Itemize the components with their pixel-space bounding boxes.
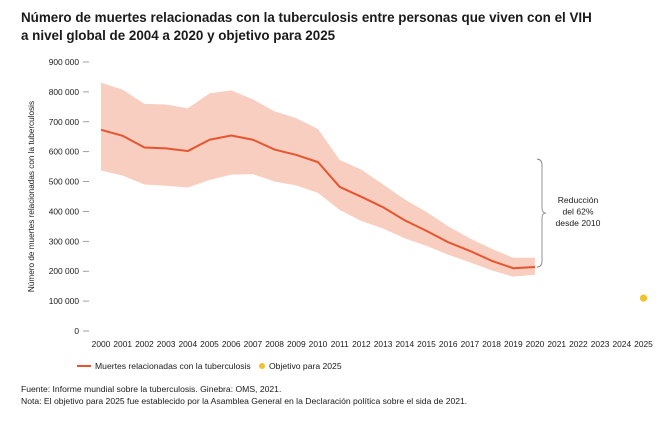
- x-tick-label: 2009: [287, 339, 306, 349]
- x-tick-label: 2017: [461, 339, 480, 349]
- axis-layer: 0 100 000 200 000 300 000 400 000 500 000 600 …: [27, 57, 653, 349]
- y-tick-label: 100 000: [49, 296, 80, 306]
- y-tick-label: 600 000: [49, 147, 80, 157]
- y-tick-label: 900 000: [49, 57, 80, 67]
- source-note: Fuente: Informe mundial sobre la tubercu…: [21, 384, 282, 394]
- y-tick-label: 200 000: [49, 266, 80, 276]
- reduction-annotation-text: Reducción: [558, 195, 599, 205]
- uncertainty-band: [101, 82, 535, 277]
- x-tick-label: 2021: [547, 339, 566, 349]
- y-tick-label: 700 000: [49, 117, 80, 127]
- x-tick-label: 2023: [591, 339, 610, 349]
- series-line-layer: [100, 128, 648, 302]
- x-tick-label: 2025: [634, 339, 653, 349]
- legend-label-target: Objetivo para 2025: [269, 361, 342, 371]
- target-2025-point: [639, 294, 648, 302]
- legend-swatch-dot: [259, 363, 265, 369]
- y-tick-label: 500 000: [49, 177, 80, 187]
- x-tick-label: 2019: [504, 339, 523, 349]
- y-tick-label: 400 000: [49, 206, 80, 216]
- x-tick-label: 2006: [222, 339, 241, 349]
- x-tick-label: 2008: [265, 339, 284, 349]
- x-tick-label: 2000: [92, 339, 111, 349]
- x-tick-label: 2015: [417, 339, 436, 349]
- footnote: Nota: El objetivo para 2025 fue establec…: [21, 395, 468, 406]
- x-tick-label: 2007: [244, 339, 263, 349]
- x-tick-label: 2004: [178, 339, 197, 349]
- x-tick-label: 2011: [331, 339, 349, 349]
- x-tick-label: 2022: [569, 339, 588, 349]
- y-tick-label: 800 000: [49, 87, 80, 97]
- chart-title: Número de muertes relacionadas con la tu…: [21, 9, 641, 45]
- x-tick-label: 2018: [482, 339, 501, 349]
- legend: Muertes relacionadas con la tuberculosis…: [77, 361, 342, 371]
- x-tick-label: 2002: [135, 339, 154, 349]
- series-line-tb-deaths: [100, 128, 536, 270]
- x-tick-label: 2020: [526, 339, 545, 349]
- x-tick-label: 2014: [395, 339, 414, 349]
- y-axis-title: Número de muertes relacionadas con la tu…: [27, 101, 36, 292]
- reduction-annotation-text: desde 2010: [556, 218, 601, 228]
- uncertainty-band-layer: [101, 82, 535, 277]
- y-tick-label: 300 000: [49, 236, 80, 246]
- reduction-bracket: [536, 158, 547, 268]
- x-tick-label: 2005: [200, 339, 219, 349]
- x-tick-label: 2016: [439, 339, 458, 349]
- chart-title-line-1: Número de muertes relacionadas con la tu…: [21, 10, 592, 25]
- x-tick-label: 2003: [157, 339, 176, 349]
- y-tick-label: 0: [74, 326, 79, 336]
- x-tick-label: 2012: [352, 339, 371, 349]
- legend-label-tb-deaths: Muertes relacionadas con la tuberculosis: [95, 361, 251, 371]
- reduction-annotation-text: del 62%: [562, 207, 593, 217]
- x-tick-label: 2001: [113, 339, 132, 349]
- x-tick-label: 2010: [309, 339, 328, 349]
- annotation-layer: Reducción del 62%desde 2010: [536, 158, 601, 268]
- chart-notes: Fuente: Informe mundial sobre la tubercu…: [21, 384, 661, 407]
- x-tick-label: 2024: [612, 339, 631, 349]
- x-tick-label: 2013: [374, 339, 393, 349]
- chart-title-line-2: a nivel global de 2004 a 2020 y objetivo…: [21, 28, 336, 43]
